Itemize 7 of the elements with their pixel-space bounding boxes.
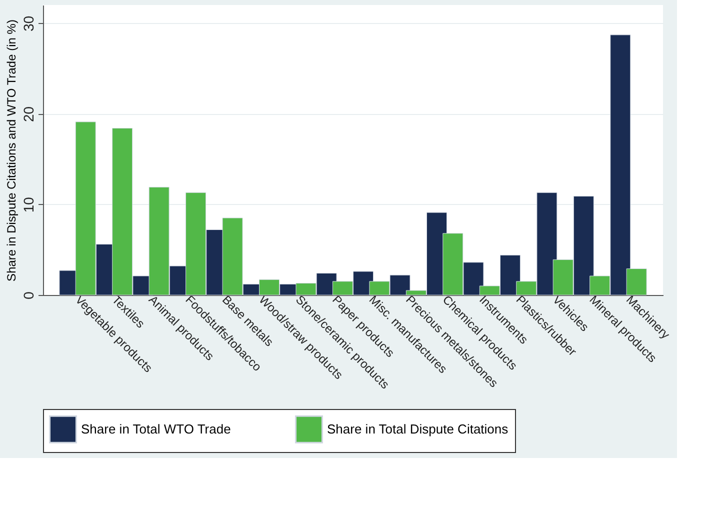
legend-label: Share in Total WTO Trade [81,421,231,436]
y-axis-title: Share in Dispute Citations and WTO Trade (in %) [4,20,18,282]
y-tick-label: 30 [20,16,36,32]
legend-label: Share in Total Dispute Citations [327,421,509,436]
y-tick-label: 0 [20,291,36,300]
y-tick-label: 20 [20,106,36,122]
y-tick-label: 10 [20,196,36,213]
